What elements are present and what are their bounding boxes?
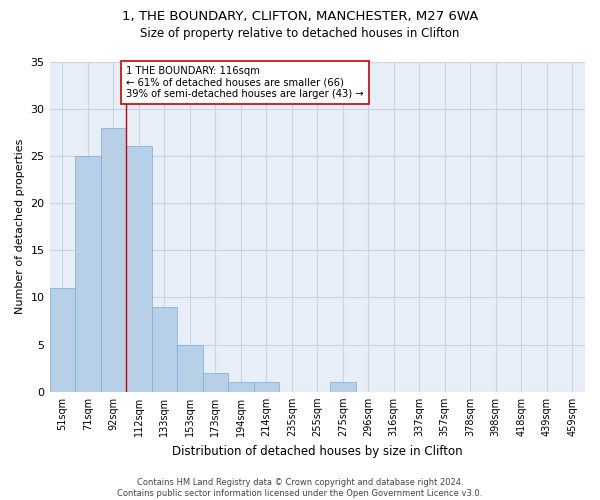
Bar [330,382,356,392]
Bar [228,382,254,392]
Bar [75,156,101,392]
Text: Size of property relative to detached houses in Clifton: Size of property relative to detached ho… [140,28,460,40]
Bar [126,146,152,392]
Bar [50,288,75,392]
Text: 1, THE BOUNDARY, CLIFTON, MANCHESTER, M27 6WA: 1, THE BOUNDARY, CLIFTON, MANCHESTER, M2… [122,10,478,23]
Bar [101,128,126,392]
X-axis label: Distribution of detached houses by size in Clifton: Distribution of detached houses by size … [172,444,463,458]
Bar [177,344,203,392]
Text: 1 THE BOUNDARY: 116sqm
← 61% of detached houses are smaller (66)
39% of semi-det: 1 THE BOUNDARY: 116sqm ← 61% of detached… [126,66,364,100]
Bar [203,373,228,392]
Bar [152,307,177,392]
Y-axis label: Number of detached properties: Number of detached properties [15,139,25,314]
Bar [254,382,279,392]
Text: Contains HM Land Registry data © Crown copyright and database right 2024.
Contai: Contains HM Land Registry data © Crown c… [118,478,482,498]
